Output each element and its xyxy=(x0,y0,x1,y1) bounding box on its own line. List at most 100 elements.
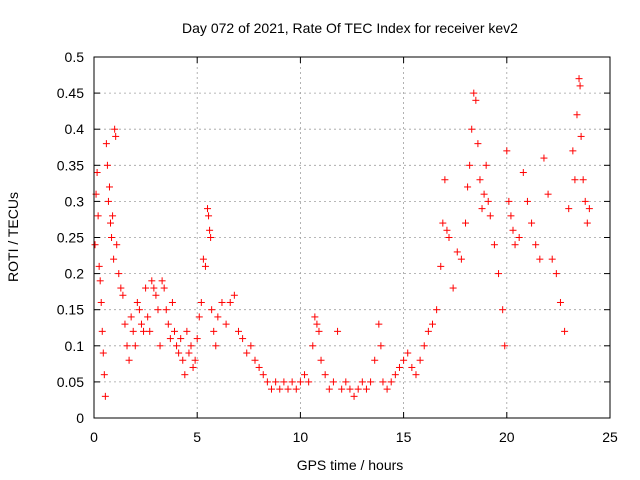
x-axis-label: GPS time / hours xyxy=(297,457,404,473)
data-point xyxy=(338,385,346,393)
data-point xyxy=(404,349,412,357)
data-point xyxy=(548,255,556,263)
data-point xyxy=(486,212,494,220)
data-point xyxy=(437,262,445,270)
data-point xyxy=(383,385,391,393)
data-point xyxy=(466,161,474,169)
data-point xyxy=(565,205,573,213)
data-point xyxy=(173,342,181,350)
data-point xyxy=(104,197,112,205)
data-point xyxy=(94,212,102,220)
data-point xyxy=(585,205,593,213)
data-point xyxy=(191,356,199,364)
data-point xyxy=(133,298,141,306)
x-tick-label: 25 xyxy=(602,429,618,445)
data-point xyxy=(503,147,511,155)
data-point xyxy=(544,190,552,198)
data-point xyxy=(379,378,387,386)
data-point xyxy=(495,270,503,278)
data-point xyxy=(276,385,284,393)
data-point xyxy=(129,327,137,335)
x-tick-label: 10 xyxy=(293,429,309,445)
data-point xyxy=(160,284,168,292)
data-point xyxy=(420,342,428,350)
data-point xyxy=(205,212,213,220)
data-point xyxy=(462,219,470,227)
data-point xyxy=(105,183,113,191)
data-point xyxy=(183,327,191,335)
y-tick-label: 0.25 xyxy=(57,230,84,246)
data-point xyxy=(532,241,540,249)
data-point xyxy=(152,291,160,299)
data-point xyxy=(107,219,115,227)
data-point xyxy=(166,335,174,343)
data-point xyxy=(222,320,230,328)
data-point xyxy=(284,385,292,393)
data-point xyxy=(110,255,118,263)
x-tick-label: 20 xyxy=(499,429,515,445)
data-point xyxy=(342,378,350,386)
data-point xyxy=(309,342,317,350)
data-point xyxy=(317,356,325,364)
data-point xyxy=(325,385,333,393)
data-point xyxy=(131,342,139,350)
data-point xyxy=(416,356,424,364)
data-point xyxy=(135,306,143,314)
data-point xyxy=(210,327,218,335)
data-points xyxy=(91,75,593,400)
y-tick-label: 0.4 xyxy=(65,121,85,137)
data-point xyxy=(280,378,288,386)
x-tick-label: 0 xyxy=(90,429,98,445)
data-point xyxy=(239,335,247,343)
data-point xyxy=(140,327,148,335)
data-point xyxy=(91,241,99,249)
data-point xyxy=(511,241,519,249)
data-point xyxy=(321,371,329,379)
data-point xyxy=(540,154,548,162)
data-point xyxy=(108,234,116,241)
data-point xyxy=(478,205,486,213)
data-point xyxy=(255,363,263,371)
data-point xyxy=(121,320,129,328)
data-point xyxy=(476,176,484,184)
data-point xyxy=(162,306,170,314)
data-point xyxy=(484,197,492,205)
data-point xyxy=(367,378,375,386)
data-point xyxy=(515,234,523,241)
data-point xyxy=(127,313,135,321)
data-point xyxy=(168,298,176,306)
data-point xyxy=(577,132,585,140)
data-point xyxy=(199,255,207,263)
data-point xyxy=(247,342,255,350)
data-point xyxy=(117,284,125,292)
data-point xyxy=(137,320,145,328)
data-point xyxy=(561,327,569,335)
data-point xyxy=(571,176,579,184)
data-point xyxy=(150,284,158,292)
data-point xyxy=(170,327,178,335)
data-point xyxy=(387,378,395,386)
y-tick-label: 0 xyxy=(76,410,84,426)
data-point xyxy=(375,320,383,328)
data-point xyxy=(507,212,515,220)
data-point xyxy=(377,342,385,350)
data-point xyxy=(408,363,416,371)
data-point xyxy=(315,327,323,335)
data-point xyxy=(288,378,296,386)
data-point xyxy=(272,378,280,386)
data-point xyxy=(490,241,498,249)
data-point xyxy=(181,371,189,379)
data-point xyxy=(412,371,420,379)
axis-ticks: 0 0.05 0.1 0.15 0.2 0.25 0.3 0.35 0.4 0.45 0.5 0 5 10… xyxy=(57,49,618,445)
data-point xyxy=(125,356,133,364)
data-point xyxy=(177,335,185,343)
data-point xyxy=(581,197,589,205)
data-point xyxy=(441,176,449,184)
data-point xyxy=(439,219,447,227)
data-point xyxy=(207,234,215,241)
data-point xyxy=(154,306,162,314)
data-point xyxy=(428,320,436,328)
y-tick-label: 0.45 xyxy=(57,85,84,101)
data-point xyxy=(457,255,465,263)
data-point xyxy=(346,385,354,393)
